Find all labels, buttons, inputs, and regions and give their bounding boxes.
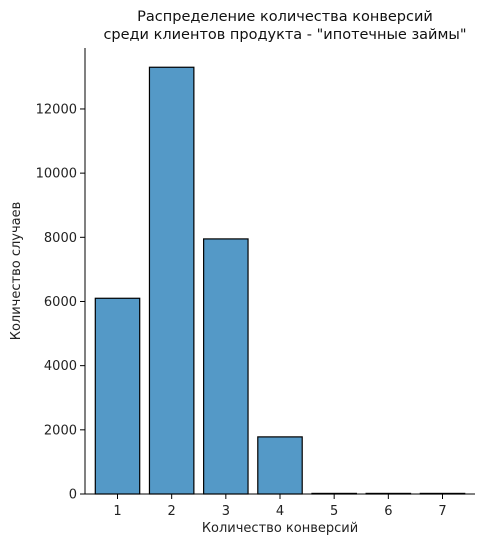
x-axis-label: Количество конверсий [202,521,358,536]
y-tick-label: 2000 [44,423,77,438]
chart-title-line: среди клиентов продукта - "ипотечные зай… [103,27,466,43]
x-tick-label: 1 [113,504,121,519]
bar-3 [203,238,249,495]
bar-4 [257,436,303,495]
x-tick-label: 6 [384,504,392,519]
bar-1 [94,297,141,495]
x-tick-label: 7 [438,504,446,519]
y-tick-label: 10000 [36,167,77,182]
x-tick-label: 4 [276,504,284,519]
bar-2 [148,66,195,495]
axes [84,48,475,495]
x-tick-label: 3 [222,504,230,519]
chart-title-line: Распределение количества конверсий [137,9,433,25]
x-ticks: 1 2 3 4 5 6 7 [113,494,447,519]
y-tick-label: 0 [69,488,77,503]
y-tick-label: 12000 [36,102,77,117]
y-tick-label: 4000 [44,359,77,374]
y-tick-label: 8000 [44,231,77,246]
x-tick-label: 5 [330,504,338,519]
x-tick-label: 2 [168,504,176,519]
y-axis-label: Количество случаев [9,202,24,341]
y-tick-label: 6000 [44,295,77,310]
y-ticks: 0 2000 4000 6000 8000 10000 12000 [36,102,85,503]
chart-title: Распределение количества конверсий среди … [103,9,466,43]
bars [94,66,466,495]
